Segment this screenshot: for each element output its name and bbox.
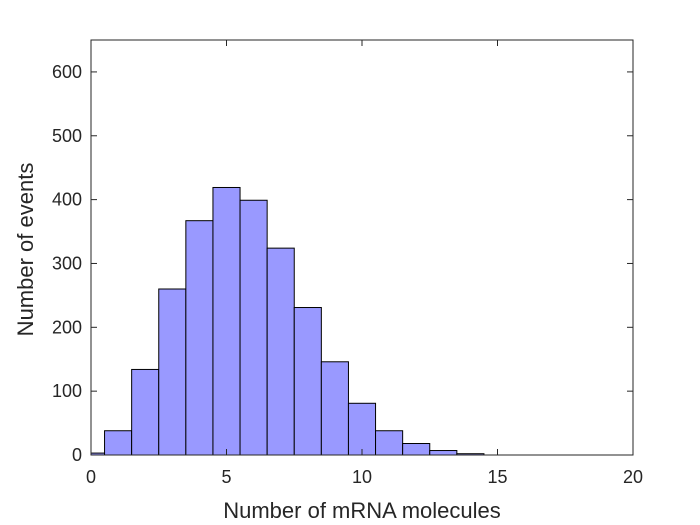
- histogram-bar: [158, 288, 187, 456]
- y-axis-label: Number of events: [13, 163, 38, 337]
- bars-group: [90, 186, 485, 456]
- histogram-bar: [402, 443, 431, 456]
- histogram-bar: [185, 220, 214, 456]
- y-tick-label: 600: [52, 62, 82, 82]
- x-tick-label: 0: [86, 467, 96, 487]
- x-axis-label: Number of mRNA molecules: [223, 498, 501, 523]
- y-tick-label: 500: [52, 126, 82, 146]
- histogram-bar: [212, 186, 241, 456]
- y-tick-label: 100: [52, 381, 82, 401]
- histogram-bar: [320, 361, 349, 456]
- histogram-bar: [293, 307, 322, 456]
- histogram-bar: [429, 450, 458, 456]
- y-tick-label: 400: [52, 190, 82, 210]
- x-tick-label: 5: [221, 467, 231, 487]
- histogram-bar: [375, 430, 404, 456]
- y-tick-label: 0: [72, 445, 82, 465]
- axes-box: [90, 39, 634, 456]
- y-tick-label: 300: [52, 253, 82, 273]
- histogram-bar: [266, 247, 295, 456]
- x-tick-label: 10: [352, 467, 372, 487]
- histogram-bar: [239, 199, 268, 456]
- histogram-bar: [104, 430, 133, 456]
- x-tick-label: 15: [487, 467, 507, 487]
- x-tick-label: 20: [623, 467, 643, 487]
- histogram-bar: [347, 402, 377, 456]
- y-tick-label: 200: [52, 317, 82, 337]
- histogram-bar: [131, 368, 160, 456]
